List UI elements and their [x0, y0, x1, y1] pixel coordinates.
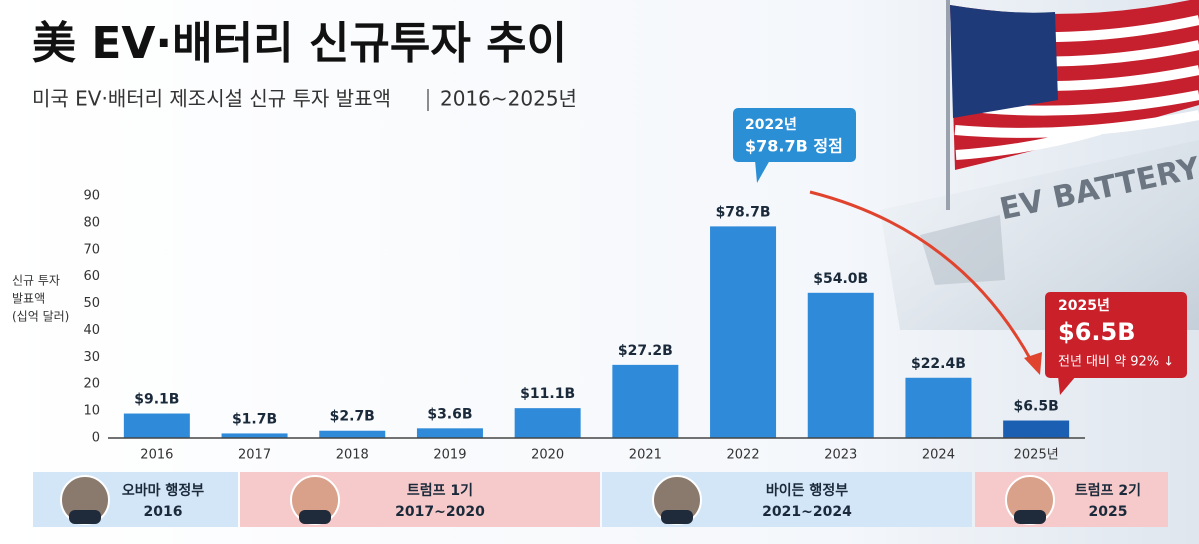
y-tick-label: 10 [83, 404, 100, 419]
administration-years: 2025 [1089, 504, 1128, 520]
value-label: $78.7B [716, 204, 771, 220]
arrow-head [1024, 352, 1042, 375]
value-label: $6.5B [1014, 399, 1059, 415]
callout-text: $6.5B [1058, 318, 1136, 346]
callout-text: 2025년 [1058, 298, 1110, 314]
bar [221, 433, 288, 438]
x-tick-label: 2023 [824, 448, 857, 463]
trend-arrow [809, 190, 1034, 363]
building [880, 140, 1199, 330]
administration-name: 트럼프 2기 [1075, 483, 1141, 499]
administration-name: 오바마 행정부 [122, 482, 204, 499]
bar [612, 364, 679, 438]
administration-years: 2017~2020 [395, 504, 485, 520]
bar [416, 428, 483, 438]
administration-name: 트럼프 1기 [407, 483, 473, 499]
callout-peak: 2022년 $78.7B 정점 [733, 108, 856, 183]
callout-tail [1058, 376, 1076, 395]
callout-latest: 2025년 $6.5B 전년 대비 약 92% ↓ [1045, 292, 1187, 395]
y-tick-label: 70 [83, 242, 100, 257]
x-tick-label: 2017 [238, 448, 271, 463]
chart-title: 美 EV·배터리 신규투자 추이 [32, 18, 567, 69]
x-tick-label: 2022 [727, 448, 760, 463]
callout-tail [755, 160, 770, 183]
bar [514, 408, 581, 438]
x-tick-label: 2016 [140, 448, 173, 463]
callout-text: $78.7B 정점 [745, 137, 843, 156]
callout-box [733, 108, 856, 162]
value-label: $27.2B [618, 343, 673, 359]
bar [905, 377, 972, 438]
x-tick-label: 2025년 [1014, 448, 1059, 463]
administration-bands: 오바마 행정부 2016 트럼프 1기 2017~2020 바이든 행정부 2021~20… [33, 472, 1168, 527]
y-axis-label: 신규 투자 [12, 274, 60, 288]
portrait-suit [69, 510, 101, 524]
y-tick-label: 20 [83, 377, 100, 392]
y-axis-label: 발표액 [12, 292, 45, 306]
value-label: $22.4B [911, 356, 966, 372]
callout-box [1045, 292, 1187, 378]
administration-years: 2021~2024 [762, 504, 852, 520]
y-tick-label: 90 [83, 189, 100, 204]
x-tick-label: 2021 [629, 448, 662, 463]
value-label: $54.0B [813, 271, 868, 287]
y-tick-label: 60 [83, 269, 100, 284]
bar [319, 430, 386, 438]
y-axis-label: (십억 달러) [12, 310, 69, 324]
chart-subtitle: 미국 EV·배터리 제조시설 신규 투자 발표액 [32, 87, 391, 111]
portrait-suit [661, 510, 693, 524]
bar [807, 292, 874, 438]
value-label: $1.7B [232, 411, 277, 427]
y-tick-label: 0 [92, 431, 100, 446]
administration-years: 2016 [144, 504, 183, 520]
callout-text: 전년 대비 약 92% ↓ [1058, 355, 1174, 370]
value-label: $11.1B [520, 386, 575, 402]
y-tick-label: 40 [83, 323, 100, 338]
map-silhouette [920, 215, 1005, 285]
value-label: $9.1B [134, 392, 179, 408]
administration-name: 바이든 행정부 [766, 482, 848, 499]
administration-band [975, 472, 1168, 527]
flag [950, 0, 1199, 170]
portrait-suit [1014, 510, 1046, 524]
bar [123, 413, 190, 438]
value-label: $3.6B [427, 406, 472, 422]
x-tick-label: 2019 [433, 448, 466, 463]
portrait-suit [299, 510, 331, 524]
x-tick-label: 2020 [531, 448, 564, 463]
y-tick-label: 50 [83, 296, 100, 311]
y-tick-label: 30 [83, 350, 100, 365]
callout-text: 2022년 [745, 117, 797, 133]
x-tick-label: 2018 [336, 448, 369, 463]
chart-subtitle-years: 2016~2025년 [440, 87, 577, 111]
y-tick-label: 80 [83, 215, 100, 230]
bar [710, 226, 777, 438]
bar [1003, 420, 1070, 438]
value-label: $2.7B [330, 409, 375, 425]
x-tick-label: 2024 [922, 448, 955, 463]
